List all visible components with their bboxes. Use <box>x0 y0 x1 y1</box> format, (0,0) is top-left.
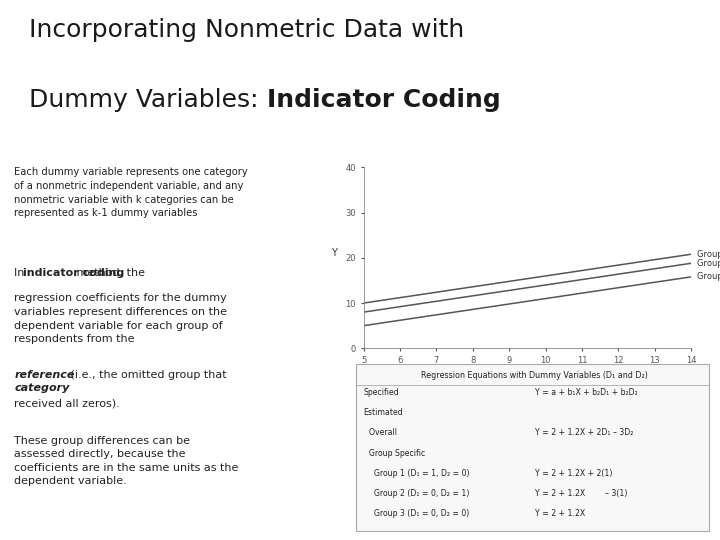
Text: Y = 2 + 1.2X + 2D₁ – 3D₂: Y = 2 + 1.2X + 2D₁ – 3D₂ <box>534 428 633 437</box>
Text: Estimated: Estimated <box>364 408 403 417</box>
FancyBboxPatch shape <box>356 364 709 531</box>
Text: Y = 2 + 1.2X        – 3(1): Y = 2 + 1.2X – 3(1) <box>534 489 627 498</box>
Text: regression coefficients for the dummy
variables represent differences on the
dep: regression coefficients for the dummy va… <box>14 293 228 344</box>
Text: 26: 26 <box>6 152 22 162</box>
Text: In: In <box>14 268 28 279</box>
Text: method, the: method, the <box>73 268 145 279</box>
Text: Group 2: Group 2 <box>697 272 720 281</box>
Text: Regression Equations with Dummy Variables (D₁ and D₂): Regression Equations with Dummy Variable… <box>421 372 648 380</box>
Text: Indicator Coding: Indicator Coding <box>268 87 501 112</box>
Text: received all zeros).: received all zeros). <box>14 398 120 408</box>
Text: Incorporating Nonmetric Data with: Incorporating Nonmetric Data with <box>29 18 464 42</box>
Text: Y = 2 + 1.2X + 2(1): Y = 2 + 1.2X + 2(1) <box>534 469 612 478</box>
Text: Y = 2 + 1.2X: Y = 2 + 1.2X <box>534 509 585 518</box>
Text: Dummy Variables:: Dummy Variables: <box>29 87 266 112</box>
Text: indicator coding: indicator coding <box>23 268 125 279</box>
Text: Group Specific: Group Specific <box>364 449 425 457</box>
Text: Group 3 (D₁ = 0, D₂ = 0): Group 3 (D₁ = 0, D₂ = 0) <box>364 509 469 518</box>
Text: reference
category: reference category <box>14 369 75 393</box>
Text: Group 2 (D₁ = 0, D₂ = 1): Group 2 (D₁ = 0, D₂ = 1) <box>364 489 469 498</box>
Y-axis label: Y: Y <box>331 248 337 258</box>
Text: Group 1 (D₁ = 1, D₂ = 0): Group 1 (D₁ = 1, D₂ = 0) <box>364 469 469 478</box>
X-axis label: X: X <box>524 370 531 381</box>
Text: Each dummy variable represents one category
of a nonmetric independent variable,: Each dummy variable represents one categ… <box>14 167 248 218</box>
Text: Y = a + b₁X + b₂D₁ + b₂D₂: Y = a + b₁X + b₂D₁ + b₂D₂ <box>534 388 637 397</box>
Text: These group differences can be
assessed directly, because the
coefficients are i: These group differences can be assessed … <box>14 436 239 487</box>
Text: Overall: Overall <box>364 428 397 437</box>
Text: Group 1: Group 1 <box>697 249 720 259</box>
Text: Specified: Specified <box>364 388 400 397</box>
Text: Group 3: Group 3 <box>697 259 720 268</box>
Text: (i.e., the omitted group that: (i.e., the omitted group that <box>67 369 226 380</box>
